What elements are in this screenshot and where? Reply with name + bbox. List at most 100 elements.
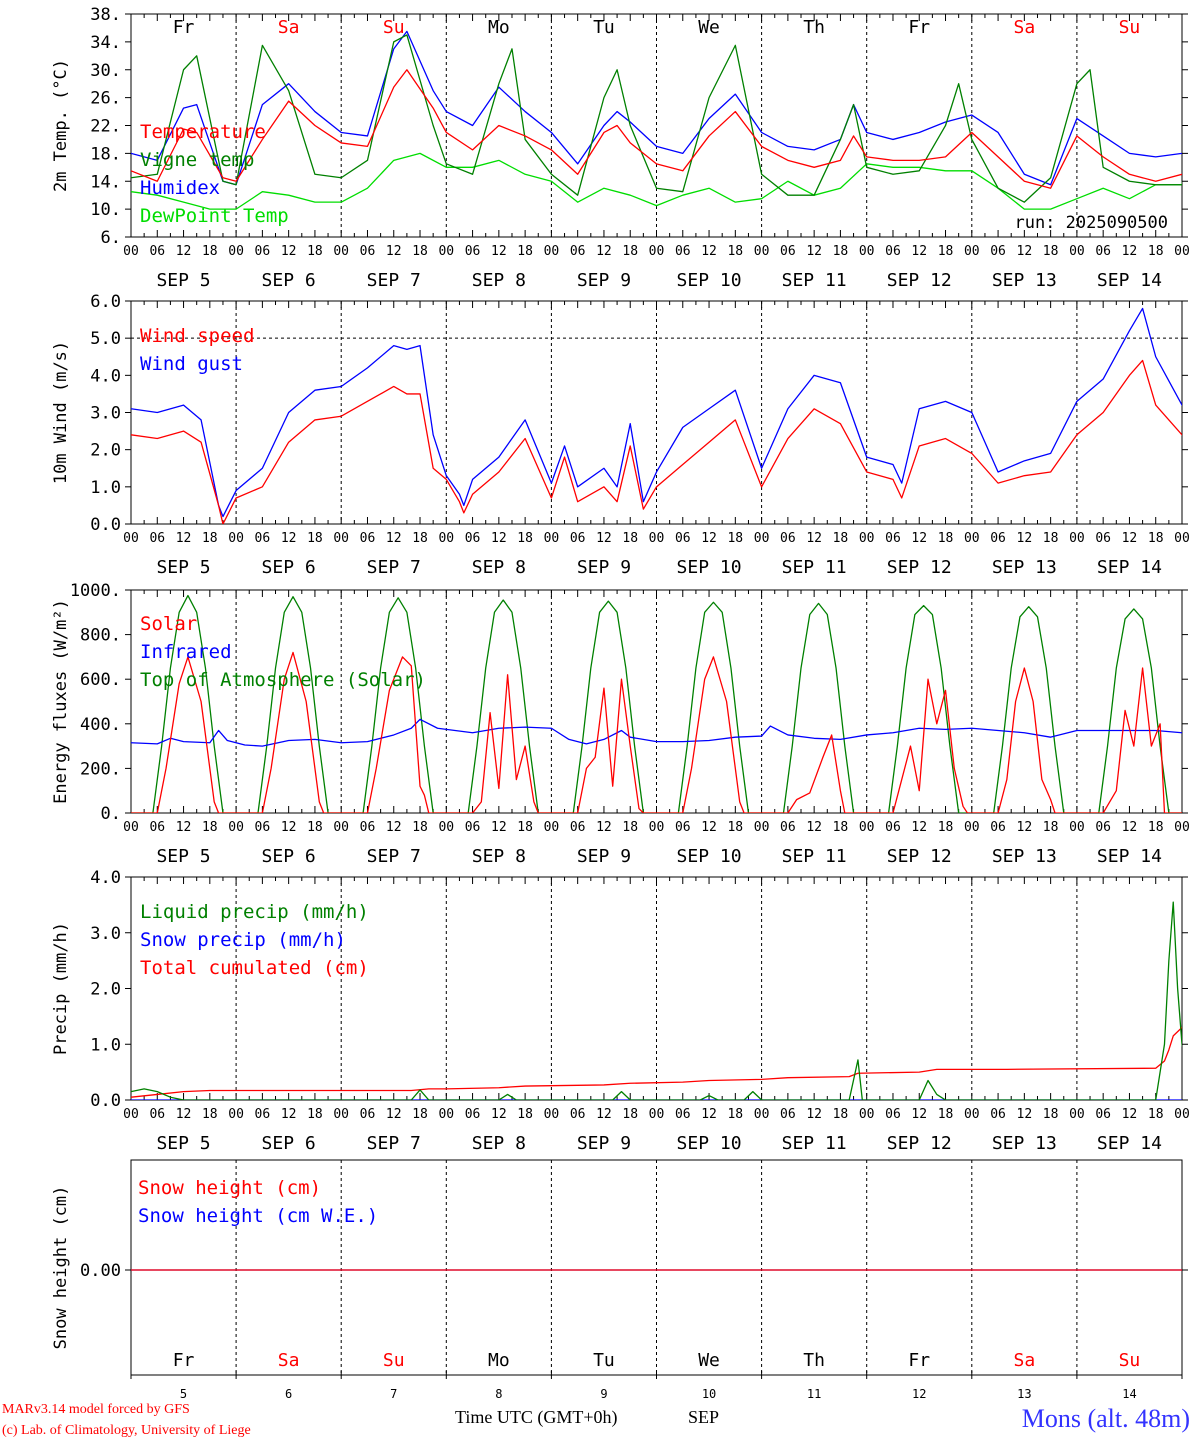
x-hour-label: 00 — [859, 531, 875, 546]
x-hour-label: 06 — [149, 820, 165, 835]
x-hour-label: 06 — [885, 244, 901, 259]
x-hour-label: 12 — [911, 244, 927, 259]
x-date-label: SEP 13 — [992, 1133, 1057, 1154]
x-hour-label: 06 — [780, 531, 796, 546]
panel-4: 0.0 1.0 2.0 3.0 4.0 Precip (mm/h) 00 06 12 18 00 06… — [51, 868, 1190, 1154]
x-hour-label: 00 — [754, 820, 770, 835]
x-hour-label: 00 — [1069, 531, 1085, 546]
x-minor-ticks — [130, 14, 1183, 237]
x-hour-label: 18 — [938, 820, 954, 835]
x-date-label: SEP 13 — [992, 557, 1057, 578]
x-date-label: SEP 6 — [262, 846, 316, 867]
x-date-label: SEP 8 — [472, 270, 526, 291]
series-wind-speed — [131, 359, 1182, 524]
x-hour-label: 06 — [675, 820, 691, 835]
x-hour-label: 18 — [307, 531, 323, 546]
day-number: 14 — [1122, 1387, 1136, 1401]
x-hour-label: 00 — [859, 1107, 875, 1122]
x-date-label: SEP 7 — [367, 846, 421, 867]
x-hour-label: 00 — [754, 1107, 770, 1122]
x-hour-label: 12 — [491, 244, 507, 259]
x-hour-label: 18 — [938, 244, 954, 259]
x-hour-label: 00 — [1174, 531, 1190, 546]
x-hour-label: 06 — [465, 1107, 481, 1122]
x-date-label: SEP 12 — [887, 270, 952, 291]
series-solar — [131, 651, 1182, 813]
y-axis-label: 10m Wind (m/s) — [51, 341, 71, 484]
x-hour-label: 18 — [202, 820, 218, 835]
x-hour-label: 00 — [859, 820, 875, 835]
x-hour-label: 06 — [255, 1107, 271, 1122]
x-hour-label: 12 — [701, 244, 717, 259]
legend-entry: Wind speed — [140, 325, 254, 347]
x-hour-label: 12 — [1017, 1107, 1033, 1122]
day-abbr: Tu — [593, 1350, 615, 1371]
legend-entry: Top of Atmosphere (Solar) — [140, 669, 426, 691]
day-abbr: Fr — [173, 17, 195, 38]
legend-entry: Liquid precip (mm/h) — [140, 901, 369, 923]
series-group — [131, 30, 1182, 210]
x-hour-label: 06 — [1095, 244, 1111, 259]
day-abbr: We — [698, 17, 720, 38]
x-hour-label: 18 — [1148, 244, 1164, 259]
day-abbr: Mo — [488, 17, 510, 38]
x-hour-label: 00 — [438, 244, 454, 259]
y-tick-label: 1.0 — [90, 478, 121, 498]
x-date-label: SEP 11 — [782, 557, 847, 578]
x-date-label: SEP 11 — [782, 270, 847, 291]
x-hour-label: 12 — [701, 1107, 717, 1122]
plot-frame — [130, 589, 1183, 814]
day-number: 7 — [390, 1387, 397, 1401]
x-hour-label: 12 — [1122, 1107, 1138, 1122]
x-date-label: SEP 11 — [782, 1133, 847, 1154]
x-hour-label: 06 — [465, 531, 481, 546]
x-hour-label: 06 — [990, 244, 1006, 259]
x-hour-label: 12 — [806, 820, 822, 835]
x-hour-label: 12 — [1017, 531, 1033, 546]
x-hour-label: 00 — [544, 531, 560, 546]
x-hour-label: 00 — [1174, 1107, 1190, 1122]
legend-entry: Snow height (cm W.E.) — [138, 1205, 378, 1227]
model-credit: MARv3.14 model forced by GFS — [2, 1402, 190, 1417]
x-hour-label: 00 — [544, 244, 560, 259]
x-hour-label: 12 — [911, 820, 927, 835]
x-hour-label: 12 — [176, 1107, 192, 1122]
day-number: 8 — [495, 1387, 502, 1401]
y-tick-label: 2.0 — [90, 980, 121, 1000]
x-date-label: SEP 10 — [677, 557, 742, 578]
series-humidex — [131, 30, 1182, 186]
day-abbr: Th — [803, 17, 825, 38]
y-tick-label: 22. — [90, 117, 121, 137]
day-abbr: Sa — [278, 1350, 300, 1371]
series-vigne-temp — [131, 34, 1182, 203]
y-tick-label: 10. — [90, 200, 121, 220]
y-tick-label: 4.0 — [90, 366, 121, 386]
x-date-label: SEP 6 — [262, 557, 316, 578]
legend-entry: Temperature — [140, 121, 266, 143]
day-abbr: Fr — [908, 1350, 930, 1371]
x-hour-label: 12 — [701, 531, 717, 546]
x-hour-label: 18 — [517, 820, 533, 835]
x-hour-label: 00 — [438, 820, 454, 835]
x-hour-label: 12 — [386, 820, 402, 835]
x-hour-label: 06 — [1095, 531, 1111, 546]
x-hour-label: 18 — [1148, 820, 1164, 835]
y-tick-label: 600. — [80, 670, 121, 690]
day-abbr: Sa — [1014, 17, 1036, 38]
x-hour-label: 18 — [622, 531, 638, 546]
x-hour-label: 06 — [990, 531, 1006, 546]
x-date-label: SEP 14 — [1097, 557, 1162, 578]
x-hour-label: 18 — [833, 244, 849, 259]
x-hour-label: 12 — [281, 244, 297, 259]
y-tick-label: 3.0 — [90, 404, 121, 424]
x-hour-label: 00 — [544, 820, 560, 835]
x-hour-label: 06 — [885, 1107, 901, 1122]
x-hour-label: 00 — [649, 820, 665, 835]
x-hour-label: 12 — [596, 820, 612, 835]
station-name: Mons (alt. 48m) — [1022, 1404, 1190, 1433]
x-hour-label: 12 — [1017, 820, 1033, 835]
panel-5: 0.00 Snow height (cm) Fr 5 Sa 6 Su 7 Mo 8 Tu 9 We 10 T… — [51, 1159, 1188, 1401]
y-axis-label: Snow height (cm) — [51, 1186, 71, 1350]
x-hour-label: 00 — [333, 531, 349, 546]
